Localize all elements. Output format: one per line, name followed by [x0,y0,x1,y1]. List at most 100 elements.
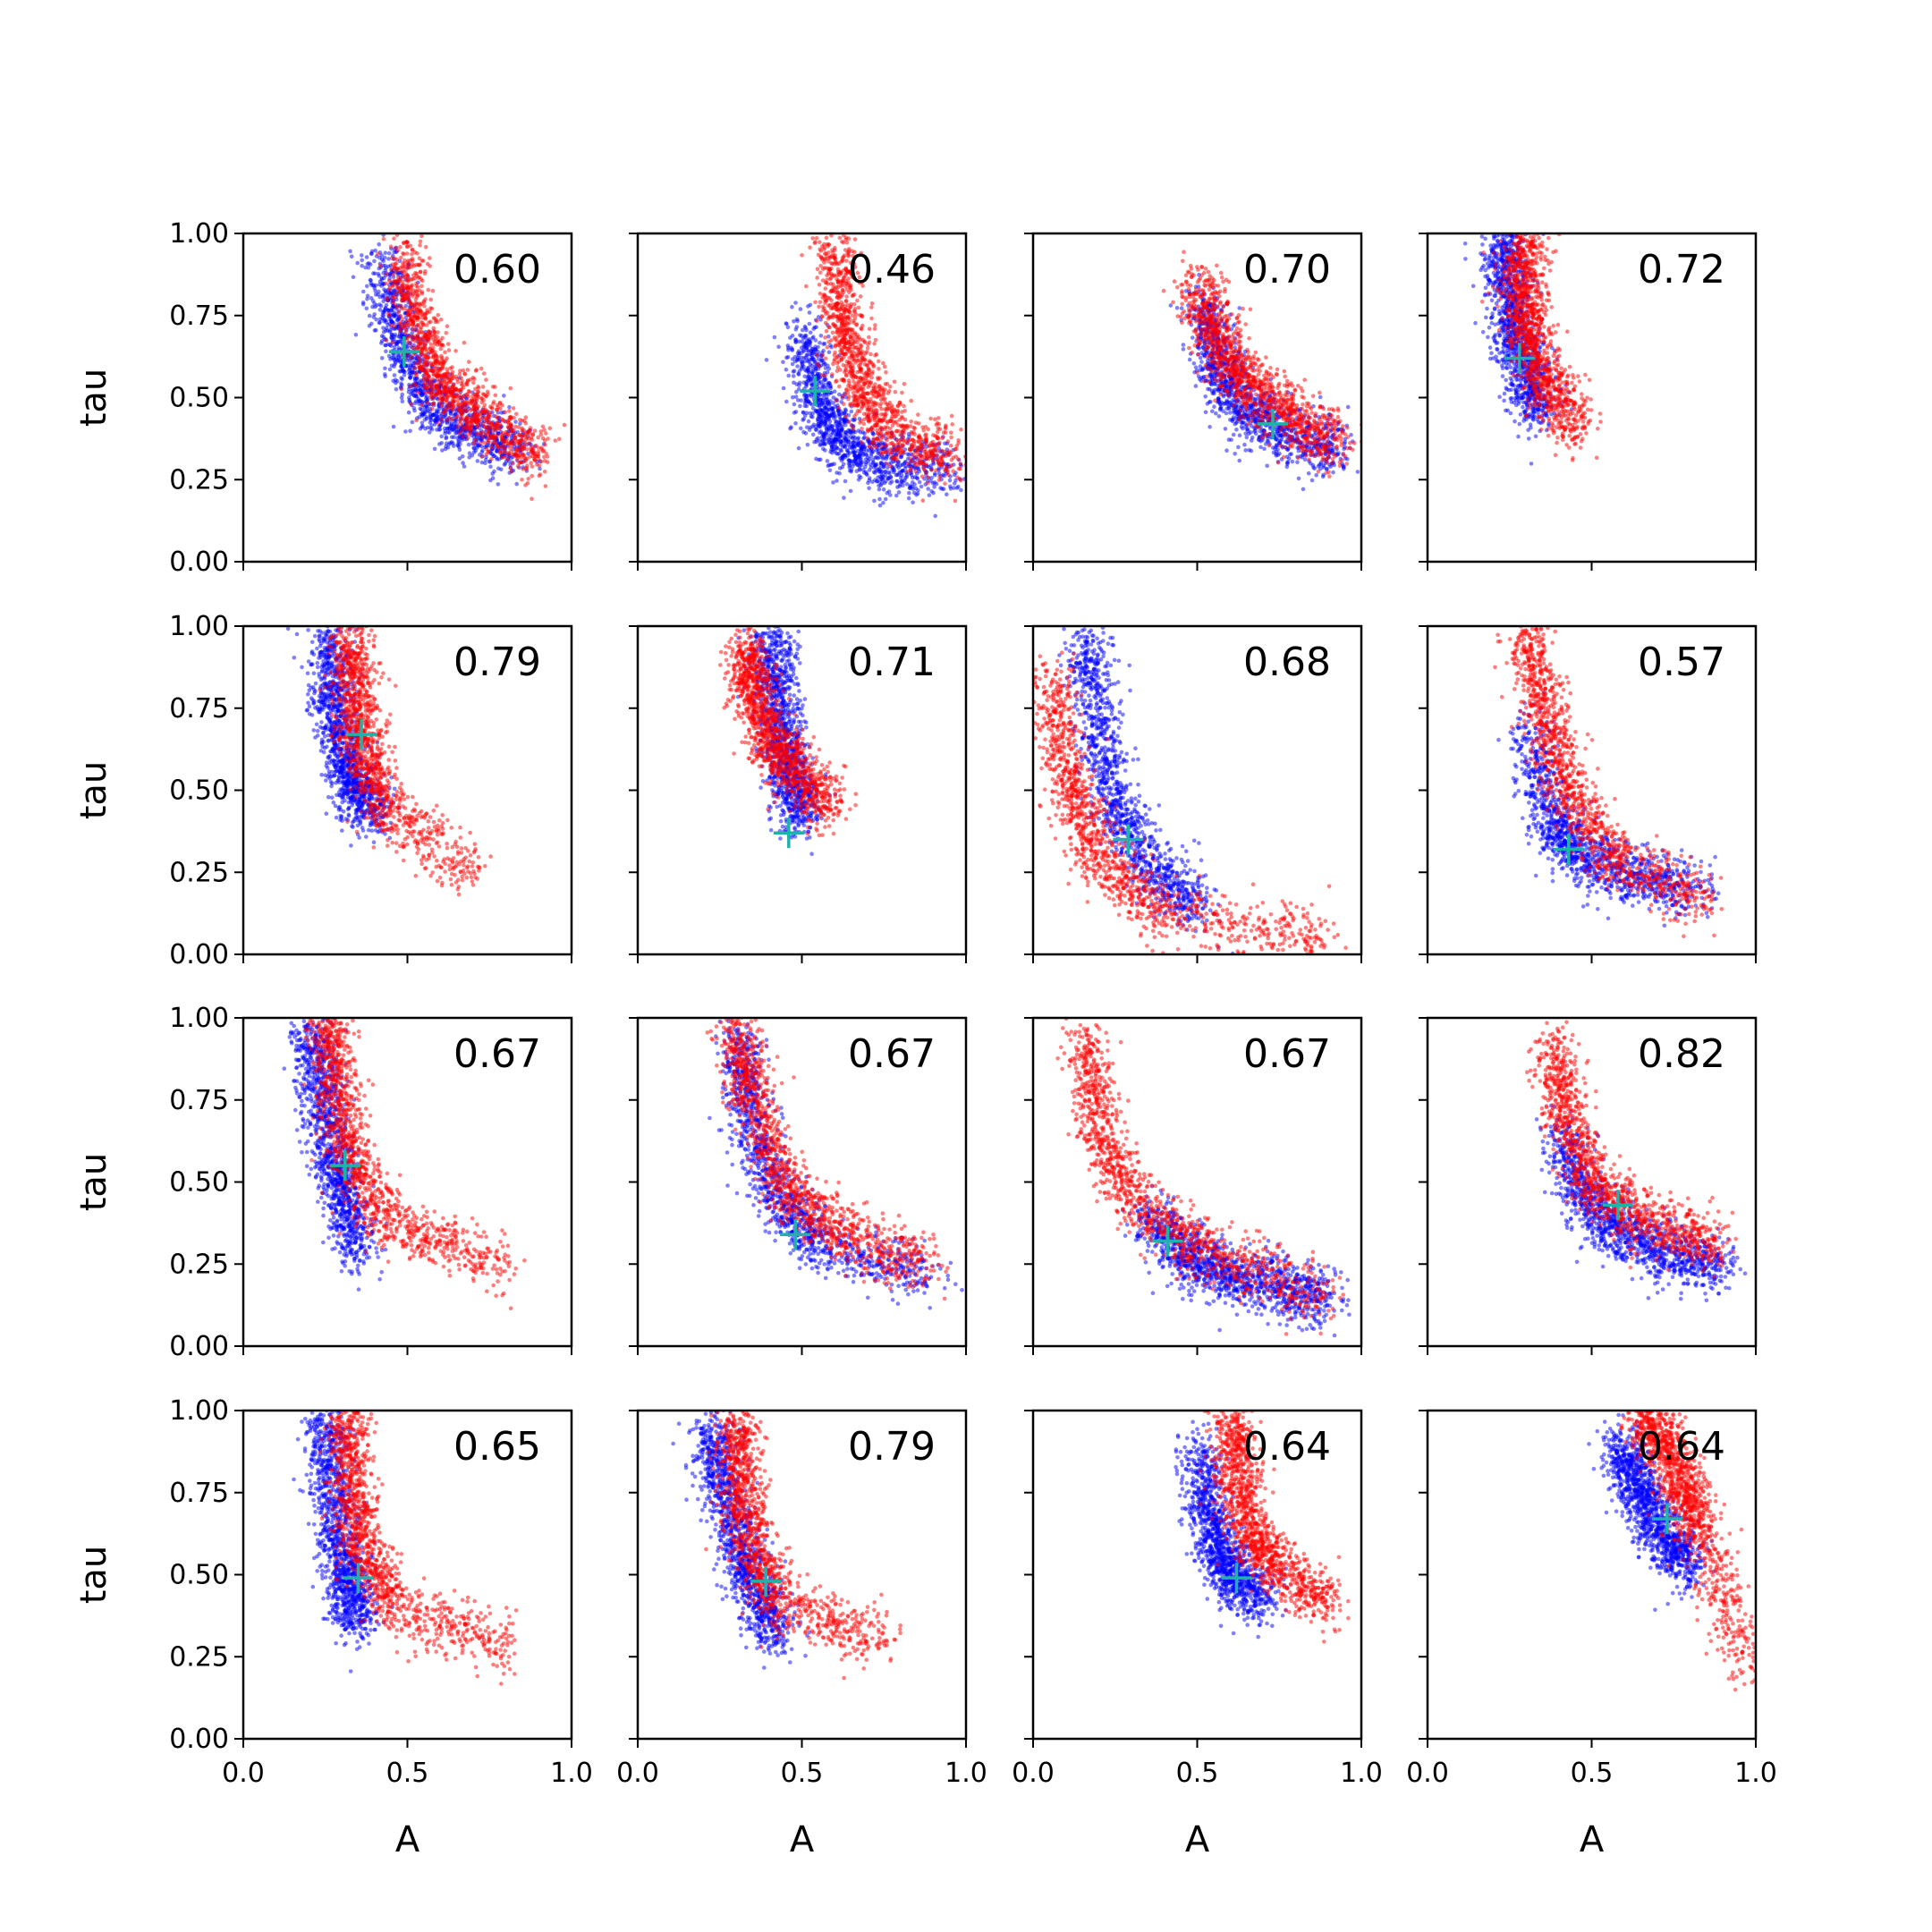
scatter-point [809,370,815,376]
scatter-point [929,476,934,480]
scatter-point [391,272,396,277]
scatter-point [919,447,923,452]
scatter-point [513,442,518,446]
scatter-point [406,266,411,270]
scatter-point [839,315,843,320]
scatter-point [381,313,386,318]
scatter-point [481,371,487,376]
scatter-point [393,357,398,362]
scatter-point [872,326,877,331]
scatter-point [828,413,833,419]
scatter-point [784,367,789,372]
scatter-point [850,274,854,278]
scatter-point [872,498,877,504]
scatter-point [831,305,835,310]
scatter-point [423,385,428,390]
scatter-point [466,442,471,447]
scatter-point [412,305,418,310]
scatter-point [818,255,823,259]
scatter-point [810,336,815,341]
scatter-point [469,420,473,425]
scatter-point [495,415,500,420]
scatter-point [514,457,520,462]
scatter-point [526,428,531,434]
scatter-point [877,393,881,398]
scatter-point [462,340,467,345]
scatter-point [927,493,932,497]
scatter-point [852,402,857,408]
scatter-point [801,418,805,422]
scatter-point [404,286,410,291]
scatter-point [384,338,389,343]
scatter-point [872,422,877,428]
scatter-point [419,393,424,398]
scatter-point [865,391,870,396]
scatter-point [538,472,543,477]
scatter-point [516,425,521,429]
scatter-point [425,308,429,313]
scatter-point [404,297,410,301]
scatter-point [492,423,496,428]
scatter-point [413,327,419,332]
scatter-point [804,327,809,333]
scatter-point [384,349,388,354]
scatter-point [862,381,867,386]
scatter-point [840,318,845,324]
scatter-point [859,326,863,331]
scatter-point [945,452,950,457]
scatter-point [846,254,851,258]
scatter-point [399,269,404,274]
scatter-point [366,266,371,270]
scatter-point [508,465,513,470]
scatter-point [846,419,852,424]
scatter-point [523,415,529,420]
scatter-point [840,256,845,260]
scatter-point [924,436,929,441]
scatter-point [405,290,411,295]
scatter-point [411,263,417,268]
scatter-point [481,405,486,411]
scatter-point [857,395,862,400]
scatter-point [377,302,382,307]
scatter-point [815,267,820,272]
scatter-point [476,423,480,428]
scatter-point [1208,425,1212,429]
scatter-point [474,432,479,436]
scatter-point [816,344,820,350]
scatter-point [811,326,816,331]
scatter-point [854,469,860,473]
scatter-point [908,456,912,461]
scatter-point [415,292,419,298]
scatter-point [348,249,352,254]
scatter-point [909,419,913,424]
scatter-point [411,406,417,411]
scatter-point [814,318,819,324]
scatter-point [869,462,873,467]
scatter-point [462,403,468,408]
scatter-point [862,361,868,367]
scatter-point [938,456,943,461]
scatter-point [798,333,802,338]
scatter-point [404,344,410,349]
scatter-point [830,424,835,428]
scatter-point [394,294,398,300]
scatter-point [875,436,879,441]
scatter-point [854,323,859,327]
scatter-point [369,278,373,283]
scatter-point [410,337,415,343]
scatter-point [837,414,842,419]
scatter-point [1199,360,1204,364]
scatter-point [445,342,451,346]
scatter-point [871,441,877,446]
scatter-point [866,385,870,390]
scatter-point [818,340,822,345]
scatter-point [466,425,471,429]
scatter-point [836,451,842,456]
scatter-point [452,403,456,409]
scatter-point [419,309,424,314]
scatter-point [420,346,425,352]
scatter-point [450,373,455,378]
scatter-point [802,334,808,338]
scatter-point [445,419,450,423]
scatter-point [852,302,857,307]
